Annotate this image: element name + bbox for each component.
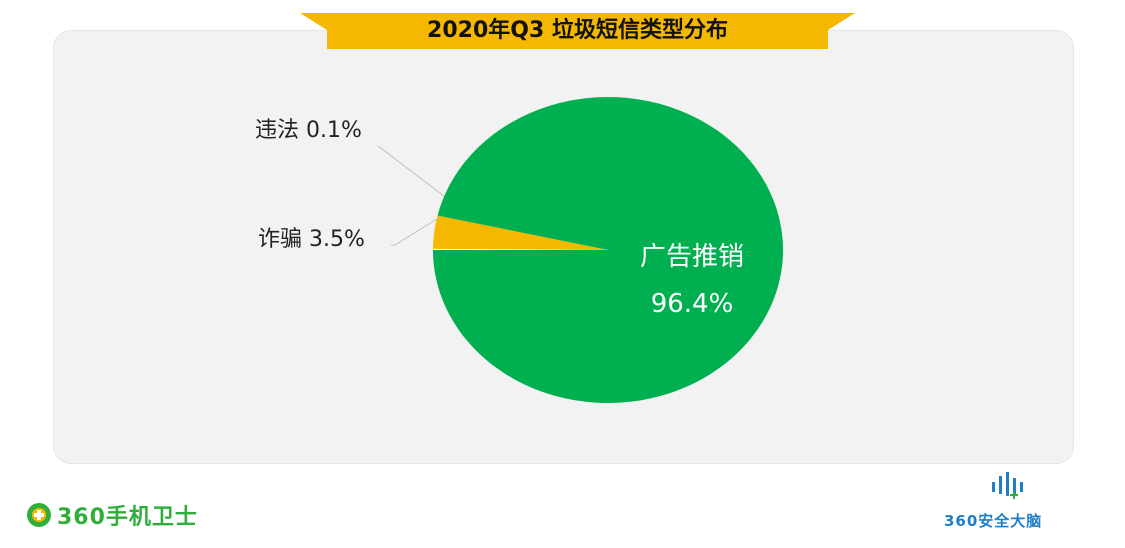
- pie-slice-advertising: [433, 97, 783, 404]
- brand-360-mobile-guard: 360手机卫士: [25, 500, 198, 530]
- slice-label-fraud: 诈骗 3.5%: [258, 227, 365, 252]
- brand-right-text: 360安全大脑: [944, 512, 1043, 530]
- plus-circle-icon: [27, 503, 51, 527]
- chart-title: 2020年Q3 垃圾短信类型分布: [427, 18, 728, 43]
- title-banner: 2020年Q3 垃圾短信类型分布: [300, 13, 855, 49]
- brand-360-security-brain: 360安全大脑: [940, 468, 1090, 538]
- leader-line-fraud: [391, 216, 441, 246]
- brand-left-text: 360手机卫士: [57, 505, 198, 530]
- slice-label-illegal: 违法 0.1%: [255, 118, 362, 143]
- title-banner-shape: [300, 13, 855, 49]
- signal-bars-icon: [992, 472, 1023, 499]
- pie-slice-fraud: [433, 215, 608, 250]
- leader-line-illegal: [377, 145, 445, 197]
- slice-value-advertising: 96.4%: [651, 289, 734, 319]
- slice-label-advertising: 广告推销: [640, 242, 744, 272]
- pie-slice-illegal: [433, 248, 608, 250]
